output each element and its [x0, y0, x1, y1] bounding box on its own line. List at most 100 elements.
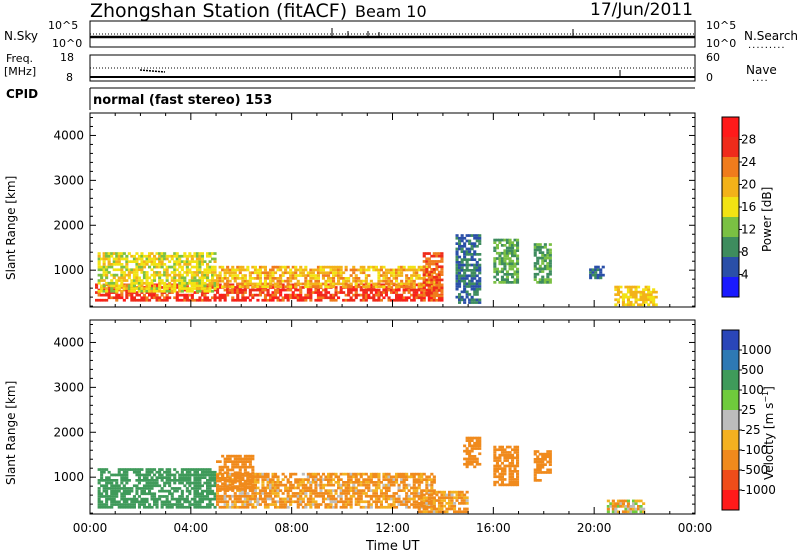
- power-cell: [405, 274, 409, 277]
- power-cell: [112, 286, 116, 289]
- power-cell: [158, 279, 162, 282]
- velocity-cell: [165, 470, 169, 474]
- power-cell: [473, 269, 477, 272]
- power-cell: [251, 293, 255, 297]
- power-cell: [195, 298, 199, 302]
- velocity-cell: [460, 493, 464, 497]
- power-colorbar-tick-label: 24: [741, 155, 756, 169]
- power-cell: [374, 285, 378, 289]
- velocity-cell: [374, 500, 378, 504]
- power-cell: [475, 261, 479, 264]
- power-cell: [624, 295, 628, 299]
- power-cell: [334, 274, 338, 277]
- power-cell: [120, 289, 124, 293]
- velocity-cell: [405, 486, 409, 490]
- power-cell: [158, 263, 162, 266]
- power-cell: [226, 279, 230, 283]
- power-cell: [100, 284, 104, 288]
- power-cell: [304, 279, 308, 283]
- power-cell: [281, 298, 285, 302]
- power-cell: [596, 276, 600, 280]
- power-cell: [97, 289, 101, 293]
- velocity-cell: [195, 479, 199, 482]
- power-cell: [460, 277, 464, 280]
- velocity-cell: [354, 481, 358, 484]
- power-cell: [188, 252, 192, 255]
- power-cell: [231, 268, 235, 272]
- power-cell: [626, 298, 630, 302]
- power-cell: [410, 274, 414, 277]
- power-cell: [180, 268, 184, 272]
- power-cell: [301, 282, 305, 286]
- velocity-cell: [178, 503, 182, 506]
- power-cell: [337, 296, 341, 300]
- power-cell: [319, 265, 323, 269]
- velocity-cell: [142, 484, 146, 488]
- power-cell: [112, 257, 116, 261]
- velocity-cell: [538, 471, 542, 474]
- velocity-cell: [362, 478, 366, 481]
- power-cell: [493, 249, 497, 252]
- power-cell: [369, 279, 373, 283]
- velocity-cell: [198, 487, 202, 490]
- power-cell: [188, 298, 192, 302]
- velocity-cell: [314, 486, 318, 490]
- power-cell: [236, 291, 240, 294]
- velocity-cell: [390, 481, 394, 484]
- velocity-cell: [430, 481, 434, 484]
- power-cell: [503, 257, 507, 260]
- velocity-cell: [195, 505, 199, 509]
- power-cell: [505, 251, 509, 255]
- power-cell: [223, 274, 227, 277]
- power-cell: [367, 265, 371, 269]
- velocity-cell: [503, 448, 507, 452]
- power-cell: [241, 296, 245, 300]
- power-cell: [435, 289, 439, 292]
- power-cell: [311, 274, 315, 277]
- power-cell: [463, 258, 467, 261]
- velocity-cell: [309, 472, 313, 476]
- velocity-cell: [306, 486, 310, 490]
- power-cell: [508, 251, 512, 255]
- velocity-cell: [120, 497, 124, 501]
- velocity-cell: [352, 472, 356, 476]
- velocity-cell: [513, 456, 517, 460]
- velocity-cell: [316, 472, 320, 476]
- power-cell: [478, 234, 482, 237]
- velocity-cell: [246, 478, 250, 481]
- velocity-cell: [296, 478, 300, 481]
- power-cell: [203, 260, 207, 263]
- power-cell: [223, 271, 227, 275]
- power-cell: [148, 287, 152, 290]
- power-cell: [253, 293, 257, 297]
- velocity-cell: [344, 500, 348, 504]
- power-cell: [140, 257, 144, 261]
- power-cell: [276, 291, 280, 294]
- power-cell: [440, 294, 444, 298]
- velocity-cell: [145, 505, 149, 509]
- velocity-cell: [639, 507, 643, 511]
- power-cell: [241, 298, 245, 302]
- velocity-cell: [420, 500, 424, 504]
- power-cell: [357, 285, 361, 289]
- power-cell: [332, 279, 336, 283]
- velocity-cell: [440, 510, 444, 514]
- velocity-cell: [382, 475, 386, 479]
- velocity-cell: [203, 505, 207, 509]
- power-cell: [213, 260, 217, 263]
- velocity-cell: [296, 503, 300, 506]
- power-cell: [107, 254, 111, 258]
- power-cell: [468, 274, 472, 278]
- velocity-colorbar-swatch: [722, 470, 739, 491]
- velocity-cell: [173, 481, 177, 485]
- power-cell: [412, 288, 416, 292]
- power-cell: [218, 293, 222, 297]
- power-cell: [548, 272, 552, 276]
- velocity-cell: [218, 460, 222, 463]
- power-cell: [97, 293, 101, 297]
- velocity-cell: [536, 479, 540, 482]
- velocity-cell: [105, 468, 109, 471]
- velocity-cell: [238, 468, 242, 472]
- power-cell: [425, 274, 429, 277]
- power-cell: [195, 265, 199, 269]
